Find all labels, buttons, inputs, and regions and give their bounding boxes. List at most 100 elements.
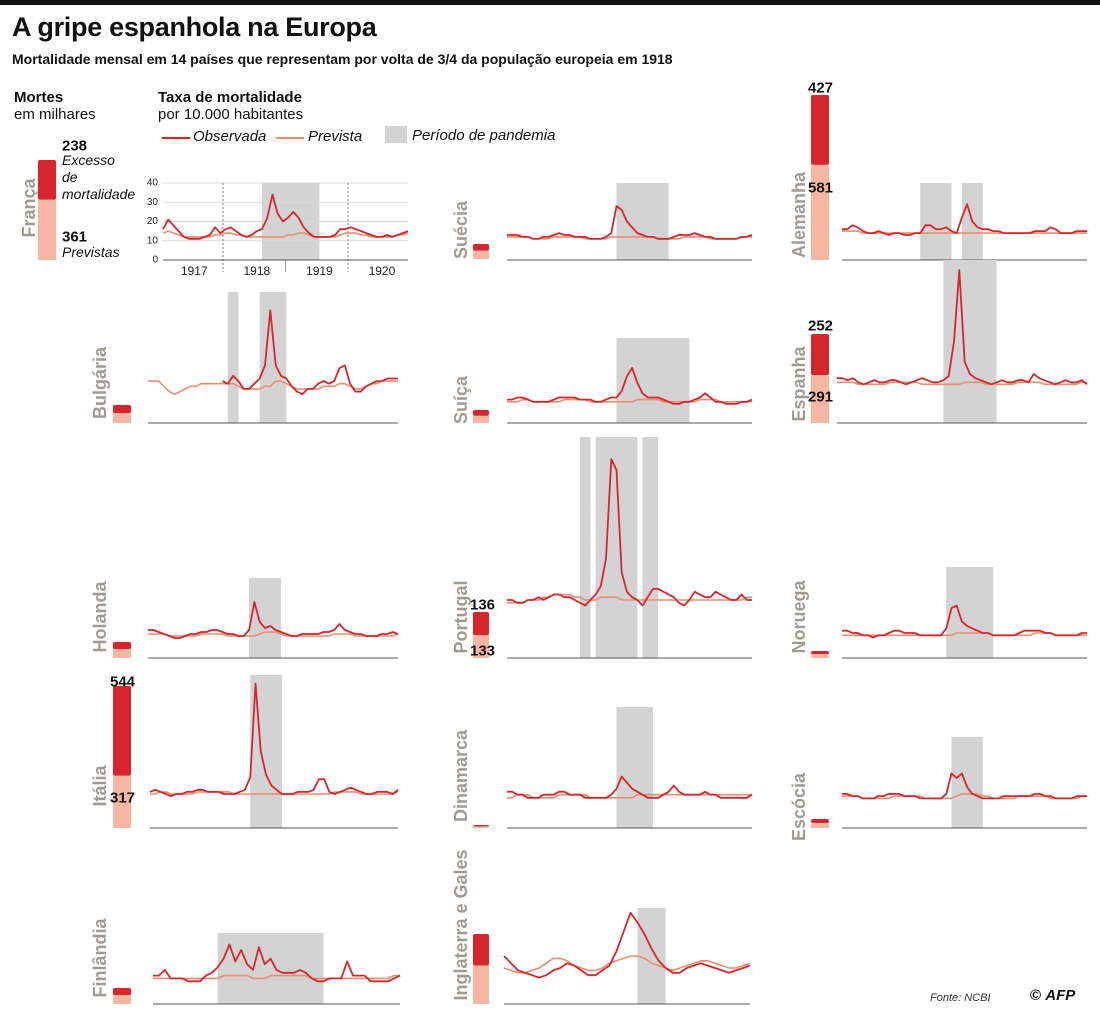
panel-noruega: Noruega xyxy=(789,567,1087,659)
pandemic-band xyxy=(227,292,239,423)
pandemic-band xyxy=(637,908,666,1004)
expected-series-line xyxy=(503,955,751,974)
panel-holanda: Holanda xyxy=(90,578,399,659)
country-label: França xyxy=(19,177,39,237)
panel-finlandia: Finlândia xyxy=(90,918,401,1005)
panel-suica: Suíça xyxy=(451,338,753,424)
pandemic-band xyxy=(943,260,997,423)
excess-deaths-bar xyxy=(473,410,489,416)
observed-series-line xyxy=(842,604,1087,639)
country-label: Suíça xyxy=(451,375,471,424)
x-tick-label: 1919 xyxy=(306,264,333,278)
pandemic-band xyxy=(249,578,281,658)
source-note: Fonte: NCBI xyxy=(930,992,991,1004)
legend-deaths-title: Mortes xyxy=(14,89,64,106)
expected-deaths-bar xyxy=(811,654,829,658)
country-label: Espanha xyxy=(789,346,809,422)
excess-deaths-bar xyxy=(113,988,131,996)
pandemic-band xyxy=(616,707,653,828)
excess-deaths-bar xyxy=(113,686,131,776)
y-tick-label: 10 xyxy=(147,235,159,246)
excess-value-label: 427 xyxy=(808,79,833,96)
expected-deaths-bar xyxy=(473,415,489,423)
excess-label-2: de xyxy=(62,169,78,185)
expected-value-label: 317 xyxy=(110,789,135,806)
expected-deaths-bar xyxy=(113,649,131,658)
expected-value-label: 581 xyxy=(808,179,833,196)
observed-series-line xyxy=(837,269,1088,386)
pandemic-band xyxy=(217,933,324,1004)
page-title: A gripe espanhola na Europa xyxy=(12,12,377,42)
expected-deaths-bar xyxy=(473,826,489,828)
panel-italia: Itália 544 317 xyxy=(90,673,399,829)
legend-observed-swatch xyxy=(162,137,190,139)
excess-deaths-bar xyxy=(38,160,56,200)
legend-expected-label: Prevista xyxy=(308,128,363,145)
excess-deaths-bar xyxy=(473,244,489,251)
pandemic-band xyxy=(616,338,690,423)
legend-deaths-unit: em milhares xyxy=(14,106,96,123)
excess-value-label: 136 xyxy=(470,596,495,613)
country-label: Bulgária xyxy=(90,346,110,419)
observed-series-line xyxy=(148,601,399,639)
expected-series-line xyxy=(837,381,1087,386)
excess-deaths-bar xyxy=(113,642,131,650)
copyright-symbol: © xyxy=(1030,987,1042,1004)
pandemic-band xyxy=(616,183,669,260)
excess-deaths-bar xyxy=(473,934,489,966)
country-label: Inglaterra e Gales xyxy=(451,849,471,1000)
logo-text: AFP xyxy=(1045,987,1076,1004)
panel-suecia: Suécia xyxy=(451,183,753,261)
country-label: Noruega xyxy=(789,580,809,654)
pandemic-band xyxy=(946,567,994,658)
panel-bulgaria: Bulgária xyxy=(90,292,398,424)
country-label: Escócia xyxy=(789,772,809,841)
expected-bar-label: Previstas xyxy=(62,244,120,260)
y-tick-label: 0 xyxy=(152,255,158,266)
observed-series-line xyxy=(162,193,409,240)
expected-series-line xyxy=(150,791,399,795)
excess-deaths-bar xyxy=(473,825,489,827)
expected-deaths-bar xyxy=(38,199,56,260)
observed-series-line xyxy=(507,366,753,405)
legend-rate-title: Taxa de mortalidade xyxy=(158,89,302,106)
top-rule xyxy=(0,0,1100,5)
excess-value-label: 238 xyxy=(62,137,87,154)
pandemic-band xyxy=(920,183,952,260)
observed-series-line xyxy=(507,775,753,799)
x-tick-label: 1917 xyxy=(181,264,208,278)
observed-series-line xyxy=(842,203,1087,236)
observed-series-line xyxy=(222,309,398,396)
expected-deaths-bar xyxy=(811,823,829,828)
excess-deaths-bar xyxy=(473,612,489,636)
legend-pandemic-swatch xyxy=(385,126,407,143)
panel-dinamarca: Dinamarca xyxy=(451,707,753,829)
panel-espanha: Espanha 252 291 xyxy=(789,260,1088,424)
expected-series-line xyxy=(148,380,398,396)
panel-inglaterra-e-gales: Inglaterra e Gales xyxy=(451,849,751,1005)
page-subtitle: Mortalidade mensal em 14 países que repr… xyxy=(12,51,673,67)
expected-series-line xyxy=(153,974,400,980)
pandemic-band xyxy=(951,737,983,828)
excess-deaths-bar xyxy=(811,95,829,165)
legend-expected-swatch xyxy=(276,137,304,139)
expected-deaths-bar xyxy=(473,965,489,1004)
country-label: Alemanha xyxy=(789,171,809,258)
excess-deaths-bar xyxy=(113,405,131,414)
excess-deaths-bar xyxy=(811,651,829,655)
country-label: Suécia xyxy=(451,200,471,259)
country-label: Holanda xyxy=(90,581,110,653)
excess-label-3: mortalidade xyxy=(62,186,136,202)
country-label: Portugal xyxy=(451,580,471,653)
expected-series-line xyxy=(507,236,752,240)
expected-deaths-bar xyxy=(811,164,829,260)
panel-escocia: Escócia xyxy=(789,737,1087,841)
expected-deaths-bar xyxy=(473,635,489,658)
panel-portugal: Portugal 136 133 xyxy=(451,437,752,659)
pandemic-band xyxy=(250,675,282,828)
pandemic-band xyxy=(259,292,287,423)
expected-deaths-bar xyxy=(473,250,489,259)
afp-logo: © AFP xyxy=(1030,987,1075,1004)
observed-series-line xyxy=(507,205,753,240)
